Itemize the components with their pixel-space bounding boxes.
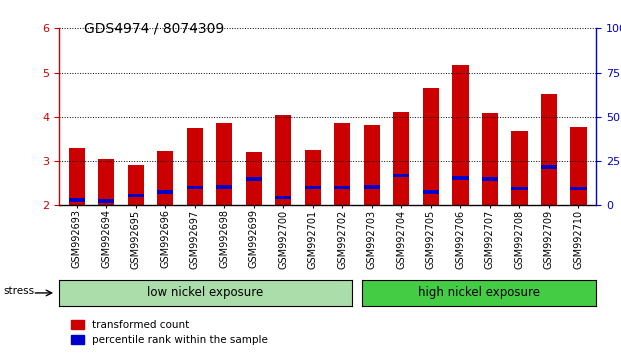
Bar <box>334 124 350 205</box>
Bar <box>423 190 439 194</box>
Text: stress: stress <box>3 286 34 296</box>
Bar <box>541 165 557 169</box>
Bar <box>246 152 262 205</box>
Legend: transformed count, percentile rank within the sample: transformed count, percentile rank withi… <box>67 316 273 349</box>
Bar <box>511 131 527 205</box>
Bar <box>68 148 85 205</box>
Bar <box>393 112 409 205</box>
Bar <box>68 198 85 202</box>
Bar <box>364 185 380 188</box>
Bar <box>275 195 291 199</box>
Bar <box>98 199 114 202</box>
Text: high nickel exposure: high nickel exposure <box>418 286 540 299</box>
Bar <box>452 176 468 180</box>
Bar <box>216 185 232 188</box>
Bar <box>393 174 409 177</box>
Bar <box>482 113 498 205</box>
Bar <box>275 115 291 205</box>
Bar <box>423 88 439 205</box>
Bar <box>364 125 380 205</box>
Text: low nickel exposure: low nickel exposure <box>147 286 263 299</box>
Bar <box>187 128 203 205</box>
Bar <box>128 194 144 198</box>
Bar <box>452 65 468 205</box>
Bar <box>98 159 114 205</box>
Text: GDS4974 / 8074309: GDS4974 / 8074309 <box>84 21 224 35</box>
Bar <box>157 152 173 205</box>
Bar <box>216 124 232 205</box>
Bar <box>511 187 527 190</box>
Bar <box>334 186 350 189</box>
Bar <box>482 177 498 181</box>
Bar <box>570 187 587 190</box>
Bar <box>128 166 144 205</box>
Bar <box>305 186 321 189</box>
Bar <box>187 186 203 189</box>
Bar <box>305 150 321 205</box>
Bar <box>157 190 173 194</box>
Bar <box>246 177 262 181</box>
Bar <box>541 94 557 205</box>
Bar <box>570 127 587 205</box>
